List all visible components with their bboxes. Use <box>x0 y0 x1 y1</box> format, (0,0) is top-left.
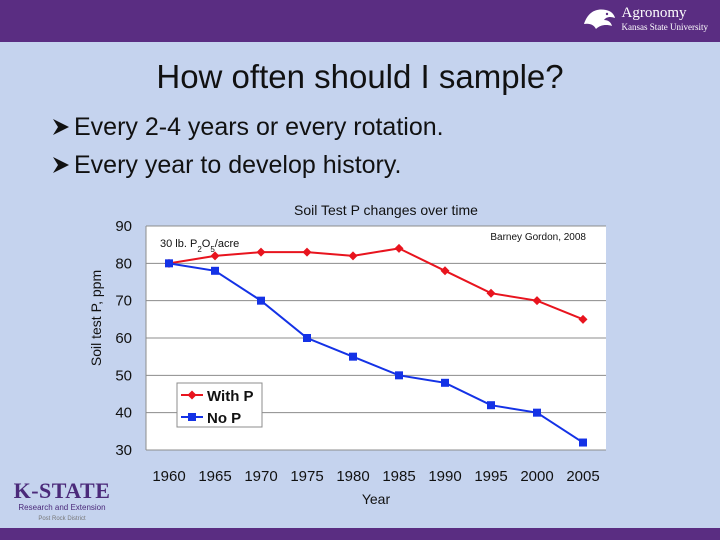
bullet-item: Every 2-4 years or every rotation. <box>50 108 444 146</box>
series-line <box>168 247 584 321</box>
data-point-diamond <box>486 288 496 298</box>
data-point-diamond <box>394 243 404 253</box>
data-point-square <box>211 266 219 275</box>
x-tick-label: 1990 <box>428 468 461 485</box>
y-tick-label: 60 <box>115 330 132 347</box>
data-point-square <box>257 296 265 305</box>
y-tick-label: 70 <box>115 293 132 310</box>
rate-annotation: 30 lb. P2O5/acre <box>160 238 239 254</box>
agronomy-logo: Agronomy Kansas State University <box>582 6 708 32</box>
y-tick-label: 80 <box>115 255 132 272</box>
bottom-bar <box>0 528 720 540</box>
data-point-square <box>165 259 173 268</box>
data-point-square <box>533 408 541 417</box>
y-tick-label: 40 <box>115 405 132 422</box>
data-point-square <box>441 378 449 387</box>
legend-label: No P <box>207 410 241 427</box>
legend: With P No P <box>176 382 263 428</box>
source-annotation: Barney Gordon, 2008 <box>490 232 586 243</box>
x-tick-label: 1985 <box>382 468 415 485</box>
x-tick-labels: 1960 1965 1970 1975 1980 1985 1990 1995 2000 2005 <box>152 468 599 485</box>
data-point-diamond <box>302 247 312 257</box>
bullet-text: Every year to develop history. <box>74 151 402 179</box>
data-point-diamond <box>210 251 220 261</box>
x-tick-label: 1960 <box>152 468 185 485</box>
gridlines <box>145 225 606 451</box>
bullet-list: Every 2-4 years or every rotation. Every… <box>50 108 444 184</box>
data-point-diamond <box>348 251 358 261</box>
legend-marker <box>188 413 196 421</box>
chart-title: Soil Test P changes over time <box>294 202 478 218</box>
top-bar: Agronomy Kansas State University <box>0 0 720 42</box>
x-tick-label: 1970 <box>244 468 277 485</box>
kstate-line2: Post Rock District <box>38 516 86 522</box>
data-point-square <box>579 438 587 447</box>
data-point-diamond <box>256 247 266 257</box>
legend-label: With P <box>207 388 254 405</box>
bullet-text: Every 2-4 years or every rotation. <box>74 113 444 141</box>
data-point-square <box>349 352 357 361</box>
data-point-square <box>487 401 495 410</box>
y-tick-label: 50 <box>115 367 132 384</box>
y-tick-labels: 30 40 50 60 70 80 90 <box>115 218 132 459</box>
wildcat-icon <box>583 9 615 30</box>
y-axis-label: Soil test P, ppm <box>88 270 104 366</box>
x-tick-label: 2005 <box>566 468 599 485</box>
data-point-diamond <box>532 296 542 306</box>
x-tick-label: 1965 <box>198 468 231 485</box>
series-line <box>168 262 584 444</box>
kstate-logo: K-STATE Research and Extension Post Rock… <box>12 478 112 522</box>
x-tick-label: 2000 <box>520 468 553 485</box>
kstate-name: K-STATE <box>13 478 111 503</box>
logo-title: Agronomy <box>621 5 687 21</box>
y-tick-label: 90 <box>115 218 132 235</box>
logo-subtitle: Kansas State University <box>621 22 708 32</box>
data-point-square <box>303 334 311 342</box>
data-point-diamond <box>440 266 450 276</box>
y-tick-label: 30 <box>115 442 132 459</box>
x-tick-label: 1975 <box>290 468 323 485</box>
series-group <box>164 243 588 447</box>
bullet-item: Every year to develop history. <box>50 146 444 184</box>
data-point-diamond <box>578 314 588 324</box>
x-axis-label: Year <box>362 491 391 507</box>
legend-marker <box>187 390 197 400</box>
x-tick-label: 1995 <box>474 468 507 485</box>
arrow-bullet-icon <box>53 157 69 173</box>
data-point-square <box>395 371 403 380</box>
arrow-bullet-icon <box>53 119 69 135</box>
kstate-line1: Research and Extension <box>18 503 106 512</box>
x-tick-label: 1980 <box>336 468 369 485</box>
slide-title: How often should I sample? <box>156 58 564 95</box>
